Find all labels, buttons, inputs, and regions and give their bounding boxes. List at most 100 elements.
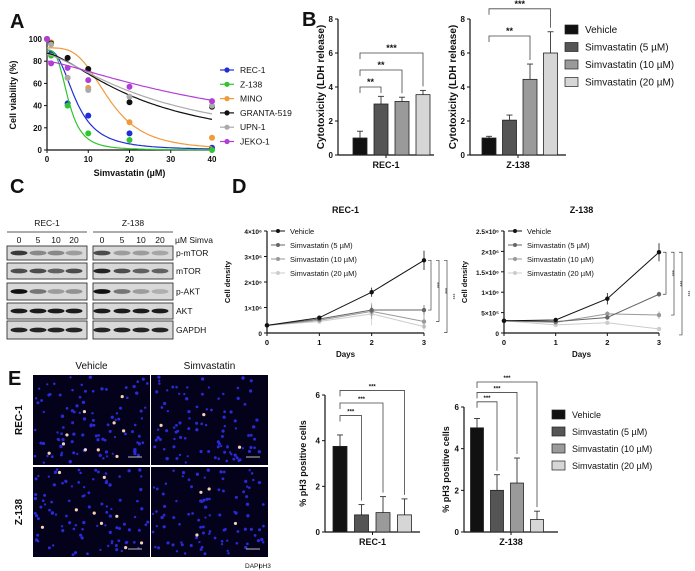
dapi-nucleus <box>72 432 76 436</box>
row-label: Z-138 <box>14 499 25 526</box>
fit-curve-upn-1 <box>46 53 213 115</box>
dapi-nucleus <box>115 412 119 415</box>
ph3-positive-cell <box>99 521 104 525</box>
significance-bracket <box>476 401 498 471</box>
dapi-nucleus <box>78 395 82 399</box>
legend-marker <box>513 257 517 261</box>
dapi-nucleus <box>105 510 109 514</box>
significance-bracket <box>679 251 683 336</box>
dapi-nucleus <box>33 511 37 515</box>
dapi-nucleus <box>137 442 141 446</box>
y-tick-label: 0 <box>258 331 262 338</box>
dapi-nucleus <box>137 528 141 532</box>
dapi-nucleus <box>144 523 148 527</box>
dapi-nucleus <box>227 552 230 555</box>
dapi-nucleus <box>226 539 229 542</box>
dapi-nucleus <box>158 379 161 382</box>
ph3-positive-cell <box>233 521 238 526</box>
dapi-nucleus <box>103 438 107 442</box>
dapi-nucleus <box>108 514 112 518</box>
dapi-nucleus <box>164 482 168 485</box>
data-point <box>656 326 662 332</box>
dapi-nucleus <box>82 486 86 489</box>
dapi-nucleus <box>96 524 99 527</box>
dapi-nucleus <box>64 480 68 484</box>
bar <box>490 489 504 533</box>
lane-label: 0 <box>17 235 22 245</box>
ph3-stain-label: pH3 <box>259 563 271 570</box>
dapi-nucleus <box>37 474 40 478</box>
legend-label: Simvastatin (5 µM) <box>527 241 590 250</box>
blot-strip <box>6 320 88 340</box>
dapi-nucleus <box>245 502 250 506</box>
legend-swatch <box>551 409 566 420</box>
legend-marker <box>224 81 230 87</box>
x-tick-label: 1 <box>554 338 558 347</box>
data-point <box>48 41 55 48</box>
protein-band <box>132 250 150 256</box>
protein-band <box>151 308 169 314</box>
dapi-nucleus <box>157 546 161 550</box>
dapi-nucleus <box>207 450 211 454</box>
dapi-nucleus <box>51 544 55 547</box>
protein-label: AKT <box>176 306 193 316</box>
x-tick-label: 40 <box>208 155 217 164</box>
chart-title: Z-138 <box>570 205 594 215</box>
ph3-positive-cell <box>96 448 100 452</box>
x-tick-label: 2 <box>370 338 374 347</box>
protein-band <box>29 250 47 256</box>
protein-band <box>113 268 131 274</box>
x-tick-label: 0 <box>502 338 506 347</box>
data-point <box>421 258 427 263</box>
dapi-nucleus <box>151 530 155 534</box>
chart-title: REC-1 <box>332 205 359 215</box>
y-tick-label: 0 <box>316 528 321 537</box>
dapi-nucleus <box>257 481 261 485</box>
dapi-nucleus <box>141 377 145 381</box>
series-line <box>503 251 660 322</box>
data-point <box>85 87 92 94</box>
chart-e1-bar: 0 2 4 6 REC-1 % pH3 positive cells *** *** *** <box>298 384 420 547</box>
dapi-nucleus <box>249 433 253 437</box>
protein-label: p-AKT <box>176 287 200 297</box>
legend-marker <box>276 229 280 233</box>
dapi-nucleus <box>180 543 184 547</box>
protein-band <box>65 308 83 314</box>
dapi-nucleus <box>178 522 181 526</box>
dapi-nucleus <box>89 424 93 428</box>
ph3-positive-cell <box>202 412 206 417</box>
dapi-nucleus <box>144 406 147 409</box>
dapi-nucleus <box>181 475 184 478</box>
dapi-nucleus <box>96 470 100 474</box>
dapi-nucleus <box>236 530 240 533</box>
ph3-positive-cell <box>115 454 119 459</box>
data-point <box>605 296 610 301</box>
dapi-nucleus <box>88 375 92 379</box>
dapi-nucleus <box>180 541 183 544</box>
dapi-nucleus <box>195 472 200 476</box>
dapi-nucleus <box>56 437 60 441</box>
protein-band <box>47 327 65 333</box>
dapi-nucleus <box>78 411 81 414</box>
y-tick-label: 4 <box>316 437 321 446</box>
dapi-nucleus <box>243 527 248 531</box>
data-point <box>209 98 215 105</box>
dapi-nucleus <box>176 429 180 433</box>
legend-swatch <box>564 59 579 70</box>
dapi-nucleus <box>61 481 64 485</box>
chart-d1-growth: 0 1×10⁶ 2×10⁶ 3×10⁶ 4×10⁶ 0 1 2 3 REC-1 Days Cell d… <box>223 205 455 359</box>
bar <box>502 119 517 156</box>
legend-swatch <box>551 426 566 437</box>
dapi-nucleus <box>226 549 229 552</box>
significance-bracket <box>359 52 424 87</box>
dapi-nucleus <box>77 480 81 484</box>
data-point <box>369 290 374 295</box>
dapi-nucleus <box>234 495 238 499</box>
dapi-nucleus <box>59 453 63 457</box>
dapi-nucleus <box>247 449 252 454</box>
data-point <box>126 93 133 100</box>
dapi-nucleus <box>104 450 109 454</box>
dapi-nucleus <box>226 445 229 449</box>
legend-marker <box>224 110 230 116</box>
